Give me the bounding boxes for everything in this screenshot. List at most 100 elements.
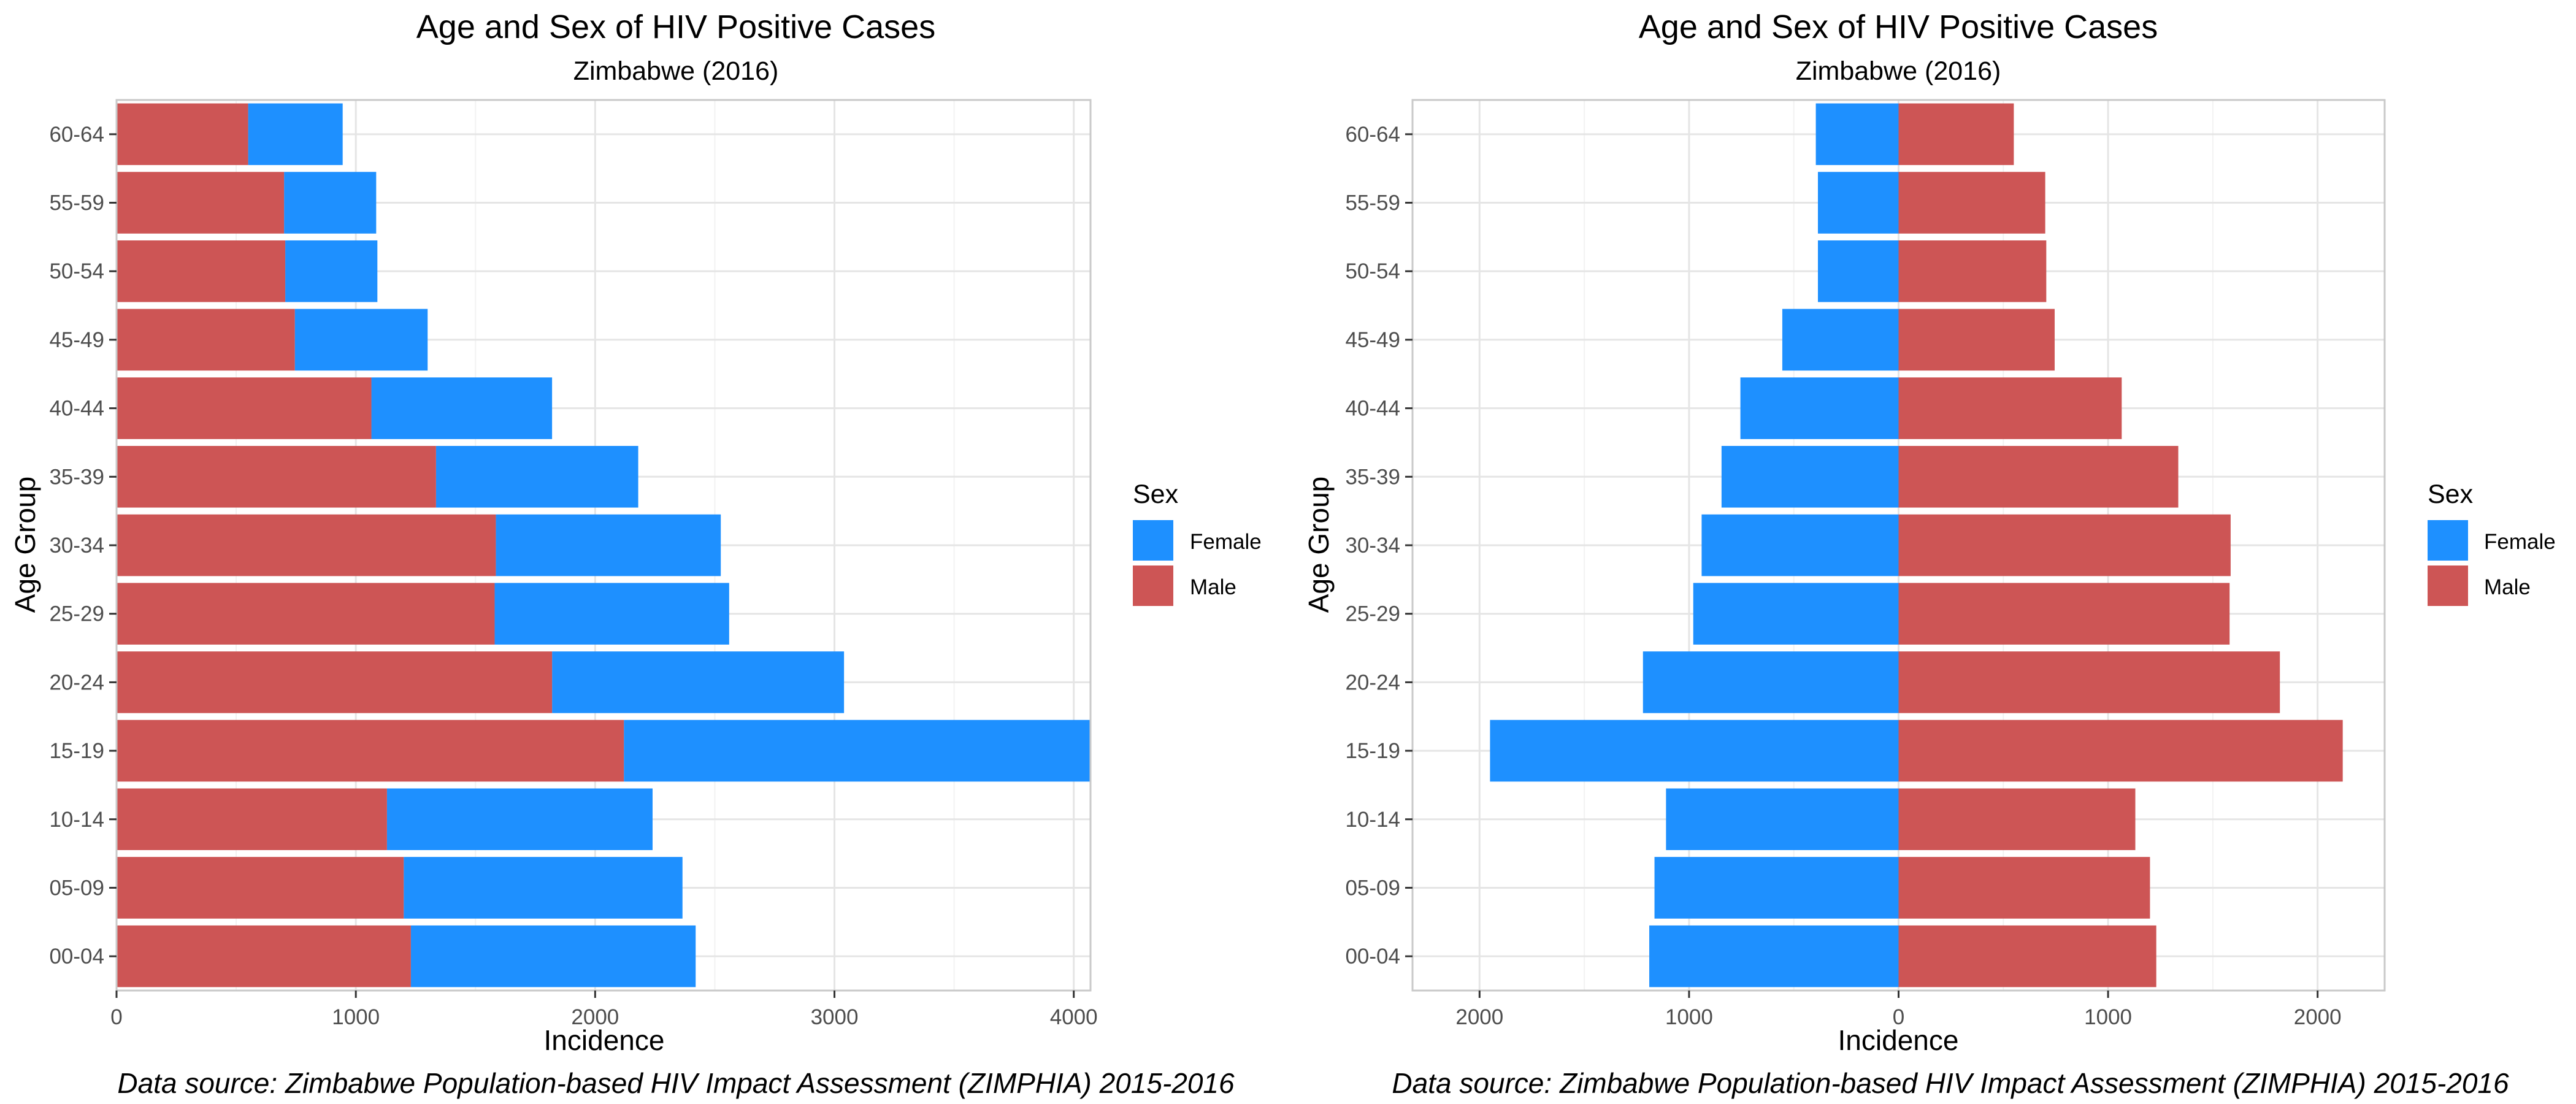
legend-left-female-label: Female: [1190, 530, 1262, 554]
chart-right-plot: 2000 1000 0 1000 2000 00-04 05-09 10-14 15-19 20-…: [1345, 99, 2386, 1029]
bar-female-15-19: [624, 719, 1091, 782]
y-tick-label-left: 05-09: [49, 876, 104, 900]
bar-male-20-24: [1898, 651, 2280, 713]
chart-left-caption: Data source: Zimbabwe Population-based H…: [117, 1067, 1235, 1099]
bar-male-30-34: [117, 514, 496, 577]
x-tick-label-right: 2000: [1455, 1005, 1503, 1029]
bar-female-10-14: [1666, 788, 1899, 851]
bar-male-10-14: [1898, 788, 2136, 851]
bar-male-45-49: [117, 309, 295, 371]
bar-female-20-24: [552, 651, 845, 713]
bar-male-25-29: [117, 583, 495, 645]
bar-male-25-29: [1898, 583, 2230, 645]
bar-female-10-14: [386, 788, 653, 851]
bar-male-55-59: [117, 172, 285, 234]
bar-male-50-54: [1898, 240, 2047, 302]
y-tick-label-right: 40-44: [1345, 397, 1400, 421]
legend-left-female-key: [1133, 520, 1173, 561]
bar-female-55-59: [1817, 172, 1899, 234]
bar-male-20-24: [117, 651, 553, 713]
x-tick-label-left: 4000: [1050, 1005, 1098, 1029]
bar-male-35-39: [1898, 446, 2179, 508]
bar-male-15-19: [117, 719, 624, 782]
chart-left-subtitle: Zimbabwe (2016): [573, 56, 779, 86]
chart-right-legend: Sex Female Male: [2428, 480, 2556, 606]
chart-right-title: Age and Sex of HIV Positive Cases: [1639, 9, 2158, 45]
chart-left-legend: Sex Female Male: [1133, 480, 1262, 606]
y-tick-label-left: 15-19: [49, 739, 104, 763]
legend-left-male-label: Male: [1190, 575, 1236, 599]
bar-female-05-09: [404, 857, 683, 919]
bar-female-45-49: [1782, 309, 1899, 371]
bar-female-45-49: [294, 309, 428, 371]
y-tick-label-left: 25-29: [49, 602, 104, 626]
x-tick-label-right: 1000: [1665, 1005, 1713, 1029]
y-tick-label-right: 55-59: [1345, 191, 1400, 215]
y-tick-label-left: 35-39: [49, 465, 104, 489]
y-tick-label-left: 55-59: [49, 191, 104, 215]
bar-female-00-04: [1649, 925, 1899, 987]
y-tick-label-right: 25-29: [1345, 602, 1400, 626]
x-tick-label-left: 2000: [571, 1005, 619, 1029]
bar-female-60-64: [248, 103, 343, 166]
y-tick-label-left: 50-54: [49, 259, 104, 283]
y-tick-label-right: 05-09: [1345, 876, 1400, 900]
bar-female-50-54: [285, 240, 378, 302]
legend-right-title: Sex: [2428, 480, 2474, 509]
bar-male-35-39: [117, 446, 436, 508]
chart-left-title: Age and Sex of HIV Positive Cases: [416, 9, 935, 45]
legend-left-title: Sex: [1133, 480, 1179, 509]
bar-female-35-39: [435, 446, 638, 508]
chart-left-y-axis-label: Age Group: [9, 477, 41, 613]
y-tick-label-left: 10-14: [49, 808, 104, 832]
bar-male-00-04: [117, 925, 411, 987]
y-tick-label-left: 45-49: [49, 328, 104, 352]
y-tick-label-right: 20-24: [1345, 670, 1400, 694]
legend-left-male-key: [1133, 565, 1173, 606]
legend-right-female-label: Female: [2484, 530, 2556, 554]
legend-right-male-key: [2428, 565, 2468, 606]
bar-male-50-54: [117, 240, 286, 302]
chart-left-x-axis-label: Incidence: [544, 1024, 665, 1056]
bar-female-30-34: [1701, 514, 1899, 577]
bar-female-30-34: [496, 514, 721, 577]
x-tick-label-right: 1000: [2084, 1005, 2132, 1029]
bar-male-40-44: [1898, 377, 2122, 439]
y-tick-label-right: 00-04: [1345, 945, 1400, 968]
y-tick-label-left: 00-04: [49, 945, 104, 968]
chart-right: Age and Sex of HIV Positive Cases Zimbab…: [1303, 9, 2556, 1099]
bar-female-20-24: [1643, 651, 1899, 713]
bar-female-55-59: [284, 172, 377, 234]
x-tick-label-left: 0: [110, 1005, 122, 1029]
chart-left-plot: 0 1000 2000 3000 4000 00-04 05-09 10-14 15-19 20-…: [49, 99, 1098, 1029]
bar-male-40-44: [117, 377, 372, 439]
bar-male-30-34: [1898, 514, 2231, 577]
bar-female-25-29: [1693, 583, 1899, 645]
bar-female-60-64: [1815, 103, 1899, 166]
y-tick-label-right: 45-49: [1345, 328, 1400, 352]
bar-male-05-09: [117, 857, 404, 919]
bar-male-15-19: [1898, 719, 2343, 782]
chart-right-y-axis-label: Age Group: [1303, 477, 1335, 613]
y-tick-label-right: 60-64: [1345, 123, 1400, 147]
y-tick-label-right: 10-14: [1345, 808, 1400, 832]
y-tick-label-left: 40-44: [49, 397, 104, 421]
y-tick-label-left: 20-24: [49, 670, 104, 694]
chart-right-caption: Data source: Zimbabwe Population-based H…: [1392, 1067, 2509, 1099]
bar-male-60-64: [1898, 103, 2014, 166]
bar-male-05-09: [1898, 857, 2150, 919]
legend-right-male-label: Male: [2484, 575, 2531, 599]
y-tick-label-right: 15-19: [1345, 739, 1400, 763]
bar-male-10-14: [117, 788, 387, 851]
bar-male-55-59: [1898, 172, 2045, 234]
bar-female-05-09: [1654, 857, 1899, 919]
y-tick-label-right: 30-34: [1345, 534, 1400, 558]
bar-female-25-29: [494, 583, 729, 645]
y-tick-label-right: 35-39: [1345, 465, 1400, 489]
bar-male-00-04: [1898, 925, 2156, 987]
bar-female-00-04: [410, 925, 696, 987]
legend-right-female-key: [2428, 520, 2468, 561]
bar-female-35-39: [1721, 446, 1899, 508]
bar-male-45-49: [1898, 309, 2055, 371]
